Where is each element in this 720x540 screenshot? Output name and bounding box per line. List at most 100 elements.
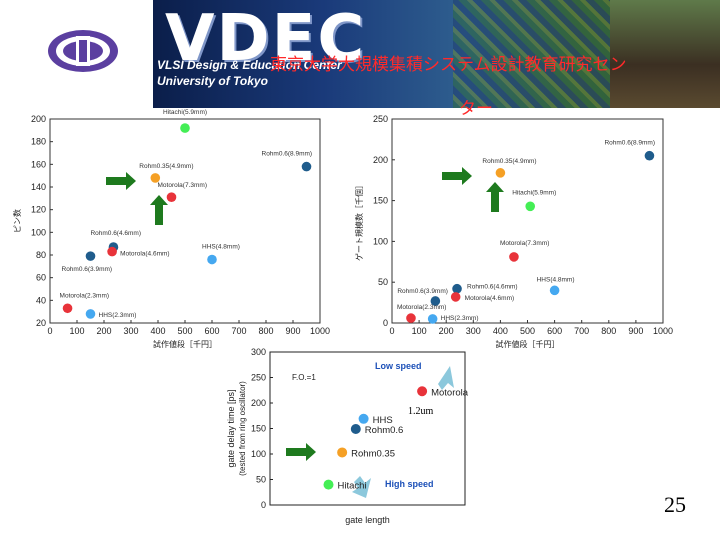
y-tick-label: 50 (378, 277, 388, 287)
vdec-emblem-icon (48, 30, 118, 72)
y-tick-label: 100 (373, 236, 388, 246)
point-label: Motorola(4.6mm) (120, 251, 169, 258)
x-axis-label: 試作値段［千円］ (496, 339, 560, 349)
y-axis-label: ゲート規模数［千個］ (354, 181, 364, 261)
y-tick-label: 180 (31, 137, 46, 147)
y-tick-label: 160 (31, 159, 46, 169)
plot-frame (391, 118, 664, 324)
point-label: Rohm0.35 (351, 448, 395, 459)
low-speed-arrow-icon (438, 366, 454, 390)
high-speed-arrow-icon (352, 476, 371, 498)
x-tick-label: 0 (47, 326, 52, 336)
y-tick-label: 250 (251, 373, 266, 383)
point-label: Rohm0.6(3.9mm) (62, 266, 113, 273)
point-label: Rohm0.6(4.6mm) (90, 230, 141, 237)
y-axis-label: gate delay time [ps] (226, 389, 236, 467)
x-tick-label: 700 (231, 326, 246, 336)
x-tick-label: 700 (574, 326, 589, 336)
x-tick-label: 800 (258, 326, 273, 336)
x-tick-label: 100 (69, 326, 84, 336)
y-tick-label: 80 (36, 250, 46, 260)
y-tick-label: 120 (31, 205, 46, 215)
data-point (150, 173, 161, 183)
point-label: Motorola(7.3mm) (500, 240, 549, 247)
data-point (301, 161, 312, 172)
data-point (358, 413, 369, 424)
x-tick-label: 900 (285, 326, 300, 336)
x-tick-label: 900 (628, 326, 643, 336)
y-axis-label: ピン数 (12, 209, 22, 233)
x-tick-label: 500 (177, 326, 192, 336)
x-tick-label: 100 (412, 326, 427, 336)
x-tick-label: 600 (204, 326, 219, 336)
data-point (180, 123, 190, 133)
y-tick-label: 250 (373, 114, 388, 124)
x-axis-label: 試作値段［千円］ (153, 339, 217, 349)
gate-count-chart: 0 100 200 300 400 500 600 700 800 900 1000 0 50 100 15… (354, 114, 673, 349)
data-point (107, 246, 117, 257)
y-tick-label: 140 (31, 182, 46, 192)
y-tick-label: 200 (31, 114, 46, 124)
data-point (644, 150, 655, 161)
y-tick-label: 200 (251, 398, 266, 408)
point-label: HHS(4.8mm) (202, 244, 240, 251)
point-label: HHS(2.3mm) (441, 315, 479, 322)
point-label: Motorola (431, 387, 469, 398)
data-point (549, 285, 560, 296)
green-right-arrow-icon (106, 172, 136, 190)
y-tick-label: 0 (261, 500, 266, 510)
point-label: Rohm0.35(4.9mm) (482, 158, 536, 165)
data-point (323, 479, 334, 490)
x-tick-label: 800 (601, 326, 616, 336)
data-point (85, 251, 96, 261)
data-point (62, 303, 73, 314)
x-tick-label: 400 (150, 326, 165, 336)
point-label: HHS (373, 415, 393, 426)
x-axis-label: gate length (345, 515, 390, 525)
plot-frame (269, 351, 466, 506)
point-label: Motorola(4.6mm) (465, 295, 514, 302)
point-label: Hitachi (338, 481, 367, 492)
point-label: Rohm0.35(4.9mm) (139, 163, 193, 170)
green-up-arrow-icon (486, 182, 504, 212)
y-axis-sublabel: (tested from ring oscillator) (238, 381, 247, 476)
page-title-line1: 東京大学大規模集積システム設計教育研究セン (270, 55, 627, 75)
gate-length-note: 1.2um (408, 406, 434, 417)
x-tick-label: 300 (466, 326, 481, 336)
slide-number: 25 (664, 492, 686, 517)
point-label: Motorola(2.3mm) (397, 304, 446, 311)
data-point (430, 296, 441, 306)
data-point (207, 254, 217, 265)
green-right-arrow-icon (442, 167, 472, 185)
chip-photo-decoration (453, 0, 613, 108)
data-point (509, 252, 519, 262)
green-right-arrow-icon (286, 443, 316, 461)
point-label: Rohm0.6(8.9mm) (604, 140, 655, 147)
data-point (417, 386, 428, 397)
point-label: Motorola(7.3mm) (158, 182, 207, 189)
page-title-line2: ター (459, 99, 493, 119)
point-label: HHS(4.8mm) (537, 276, 575, 283)
y-tick-label: 100 (31, 227, 46, 237)
point-label: HHS(2.3mm) (99, 312, 137, 319)
point-label: Hitachi(5.9mm) (512, 189, 556, 196)
x-tick-label: 500 (520, 326, 535, 336)
data-point (406, 313, 416, 323)
data-point (452, 283, 462, 294)
banner-subtitle-line1: VLSI Design & Education Center (157, 58, 342, 72)
banner-logo-text: VDEC (165, 2, 367, 76)
x-tick-label: 200 (439, 326, 454, 336)
y-tick-label: 150 (251, 424, 266, 434)
point-label: Motorola(2.3mm) (60, 292, 109, 299)
x-tick-label: 1000 (310, 326, 330, 336)
data-point (525, 201, 536, 212)
point-label: Rohm0.6(4.6mm) (467, 284, 518, 291)
data-point (166, 192, 177, 202)
data-point (495, 168, 506, 178)
point-label: Rohm0.6 (365, 425, 404, 436)
plot-frame (49, 118, 321, 324)
x-tick-label: 0 (389, 326, 394, 336)
banner-subtitle-line2: University of Tokyo (157, 74, 268, 88)
y-tick-label: 40 (36, 295, 46, 305)
y-tick-label: 300 (251, 347, 266, 357)
